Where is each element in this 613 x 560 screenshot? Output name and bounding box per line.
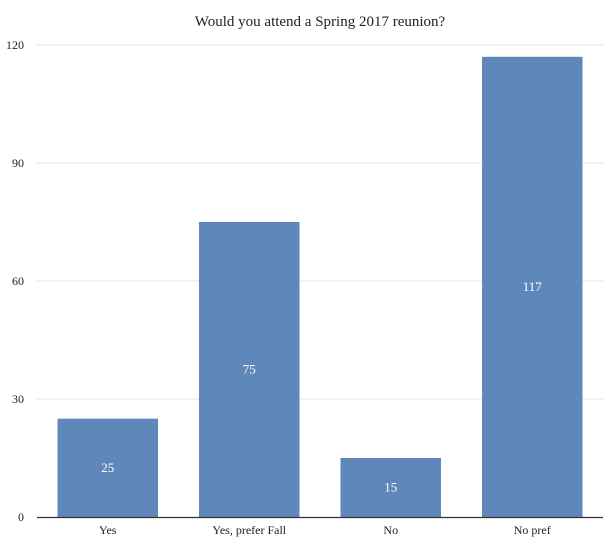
- bar: [340, 458, 441, 517]
- bars: [57, 56, 583, 518]
- bar: [482, 56, 583, 518]
- x-category-label: Yes: [99, 523, 117, 537]
- data-label: 15: [384, 480, 397, 495]
- y-tick-label: 120: [6, 38, 24, 52]
- bar: [199, 222, 300, 517]
- x-category-label: Yes, prefer Fall: [212, 523, 286, 537]
- y-tick-label: 30: [12, 392, 24, 406]
- chart-title: Would you attend a Spring 2017 reunion?: [195, 14, 446, 30]
- y-axis-ticks: 0 30 60 90 120: [6, 38, 24, 524]
- data-label: 25: [101, 460, 114, 475]
- data-labels: 25 75 15 117: [101, 279, 542, 495]
- x-category-label: No: [383, 523, 398, 537]
- y-tick-label: 60: [12, 274, 24, 288]
- x-axis-categories: Yes Yes, prefer Fall No No pref: [99, 523, 551, 537]
- y-tick-label: 0: [18, 510, 24, 524]
- data-label: 117: [523, 279, 543, 294]
- data-label: 75: [243, 362, 256, 377]
- x-category-label: No pref: [514, 523, 551, 537]
- y-tick-label: 90: [12, 156, 24, 170]
- bar: [57, 418, 158, 517]
